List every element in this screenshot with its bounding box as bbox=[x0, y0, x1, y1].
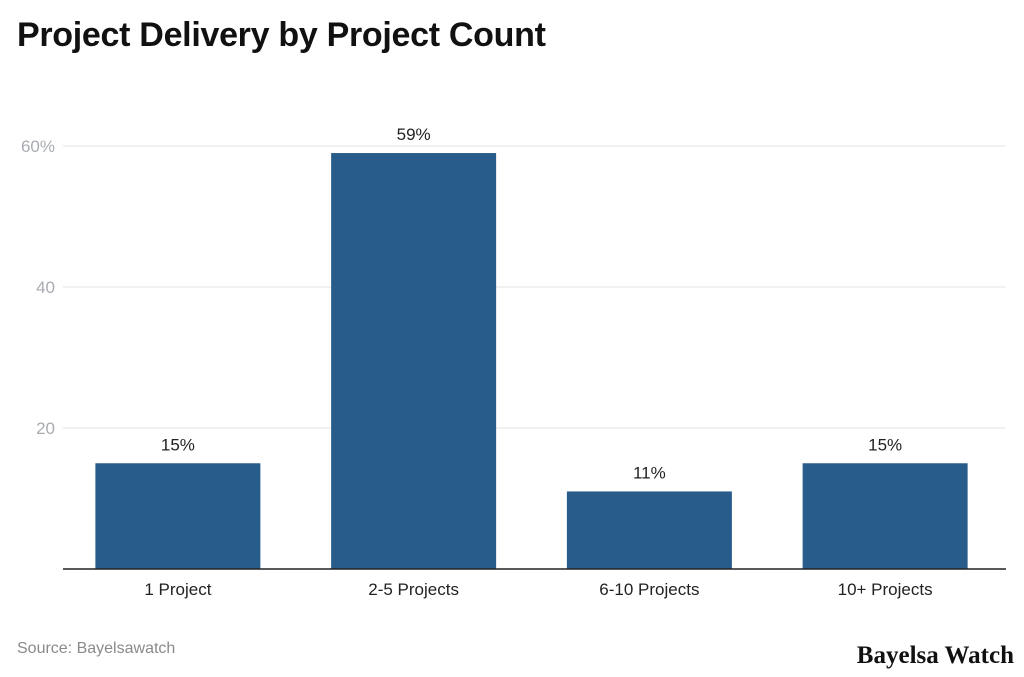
data-label: 15% bbox=[868, 435, 902, 454]
y-tick-label: 60% bbox=[21, 137, 55, 156]
source-note: Source: Bayelsawatch bbox=[17, 640, 176, 657]
x-tick-label: 1 Project bbox=[144, 580, 211, 599]
bar bbox=[802, 463, 968, 569]
x-tick-label: 6-10 Projects bbox=[599, 580, 699, 599]
data-label: 11% bbox=[633, 463, 666, 482]
chart-title: Project Delivery by Project Count bbox=[17, 16, 546, 54]
bar bbox=[566, 491, 732, 569]
bar bbox=[95, 463, 261, 569]
bar bbox=[331, 153, 497, 570]
data-label: 59% bbox=[397, 125, 431, 144]
data-label: 15% bbox=[161, 435, 195, 454]
x-tick-label: 10+ Projects bbox=[838, 580, 933, 599]
x-tick-label: 2-5 Projects bbox=[368, 580, 459, 599]
y-tick-label: 20 bbox=[36, 419, 55, 438]
brand-logo: Bayelsa Watch bbox=[856, 642, 1014, 669]
y-tick-label: 40 bbox=[36, 278, 55, 297]
